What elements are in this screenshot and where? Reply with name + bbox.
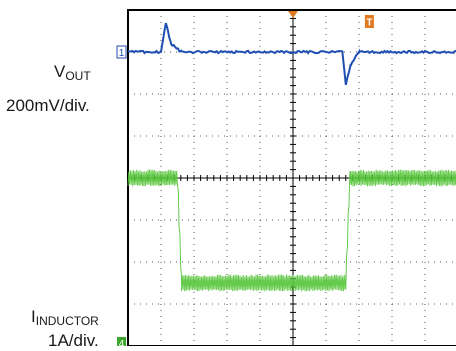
inductor-scale-label: 1A/div. <box>48 331 99 351</box>
vout-label: VOUT <box>54 62 91 83</box>
vout-scale-label: 200mV/div. <box>6 96 90 116</box>
ch4-marker: 4 <box>117 337 126 346</box>
trigger-t-marker: T <box>365 15 374 29</box>
ch4-marker-label: 4 <box>119 339 125 346</box>
trigger-t-label: T <box>366 18 372 29</box>
ch1-marker: 1 <box>117 46 126 59</box>
ch1-marker-label: 1 <box>119 48 125 59</box>
inductor-current-label: IINDUCTOR <box>31 307 99 328</box>
